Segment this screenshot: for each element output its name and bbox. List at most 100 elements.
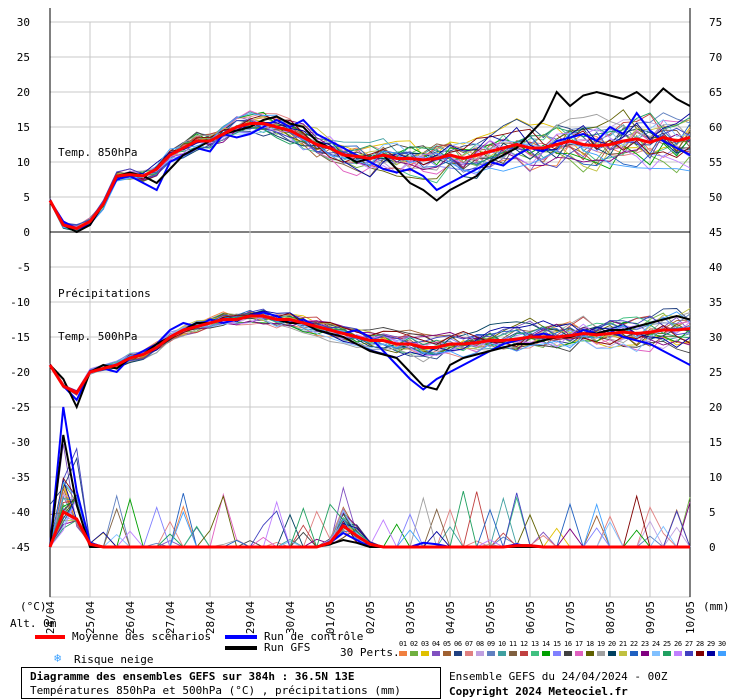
- altitude-label: Alt. 0m: [10, 617, 57, 630]
- x-tick-label: 09/05: [644, 601, 657, 634]
- pert-number: 13: [531, 640, 539, 648]
- pert-number: 12: [520, 640, 528, 648]
- legend-control-label: Run de contrôle: [264, 630, 364, 643]
- pert-color-swatch: [509, 651, 517, 656]
- pert-number: 02: [410, 640, 418, 648]
- pert-number: 09: [487, 640, 495, 648]
- x-tick-label: 29/04: [244, 601, 257, 634]
- right-tick-label: 70: [709, 51, 722, 64]
- x-tick-label: 27/04: [164, 601, 177, 634]
- pert-color-swatch: [421, 651, 429, 656]
- pert-number: 03: [421, 640, 429, 648]
- left-tick-label: 0: [23, 226, 30, 239]
- pert-color-swatch: [432, 651, 440, 656]
- label-precipitations: Précipitations: [58, 287, 151, 300]
- pert-color-swatch: [498, 651, 506, 656]
- label-temp-850: Temp. 850hPa: [58, 146, 137, 159]
- pert-color-swatch: [652, 651, 660, 656]
- title-box: Diagramme des ensembles GEFS sur 384h : …: [21, 667, 441, 699]
- left-tick-label: 5: [23, 191, 30, 204]
- pert-color-swatch: [553, 651, 561, 656]
- member-t850-line: [49, 112, 691, 231]
- ensemble-run-info: Ensemble GEFS du 24/04/2024 - 00Z: [449, 670, 668, 683]
- x-tick-label: 25/04: [84, 601, 97, 634]
- right-tick-label: 30: [709, 331, 722, 344]
- series-precip-line: [48, 509, 690, 549]
- x-tick-label: 06/05: [524, 601, 537, 634]
- left-tick-label: 25: [17, 51, 30, 64]
- pert-number: 15: [553, 640, 561, 648]
- right-tick-label: 20: [709, 401, 722, 414]
- pert-number: 26: [674, 640, 682, 648]
- pert-number: 10: [498, 640, 506, 648]
- pert-number: 06: [454, 640, 462, 648]
- pert-number: 19: [597, 640, 605, 648]
- pert-number: 17: [575, 640, 583, 648]
- pert-number: 16: [564, 640, 572, 648]
- x-tick-label: 30/04: [284, 601, 297, 634]
- pert-color-swatch: [531, 651, 539, 656]
- x-tick-label: 10/05: [684, 601, 697, 634]
- pert-color-swatch: [718, 651, 726, 656]
- chart-grid: [49, 8, 691, 598]
- legend-mean-swatch: [35, 635, 65, 639]
- pert-color-swatch: [608, 651, 616, 656]
- right-tick-label: 25: [709, 366, 722, 379]
- copyright: Copyright 2024 Meteociel.fr: [449, 685, 628, 698]
- pert-color-swatch: [619, 651, 627, 656]
- pert-number: 07: [465, 640, 473, 648]
- left-tick-label: 20: [17, 86, 30, 99]
- snowflake-icon: ❄: [54, 651, 62, 665]
- pert-color-swatch: [674, 651, 682, 656]
- x-tick-label: 04/05: [444, 601, 457, 634]
- pert-color-swatch: [454, 651, 462, 656]
- pert-color-swatch: [564, 651, 572, 656]
- x-axis-ticks: 24/04 25/04 26/04 27/04 28/04 29/04 30/04 01/05…: [44, 601, 697, 634]
- legend-control-swatch: [225, 635, 257, 639]
- right-unit-label: (mm): [703, 600, 730, 613]
- main-series: [48, 87, 691, 549]
- pert-color-swatch: [410, 651, 418, 656]
- chart-subtitle: Températures 850hPa et 500hPa (°C) , pré…: [30, 684, 401, 697]
- left-tick-label: -25: [10, 401, 30, 414]
- left-unit-label: (°C): [20, 600, 47, 613]
- label-temp-500: Temp. 500hPa: [58, 330, 137, 343]
- pert-number: 24: [652, 640, 660, 648]
- pert-number: 11: [509, 640, 517, 648]
- pert-color-swatch: [707, 651, 715, 656]
- right-tick-label: 65: [709, 86, 722, 99]
- right-tick-label: 50: [709, 191, 722, 204]
- pert-color-swatch: [399, 651, 407, 656]
- pert-color-swatch: [476, 651, 484, 656]
- x-tick-label: 01/05: [324, 601, 337, 634]
- right-tick-label: 60: [709, 121, 722, 134]
- x-tick-label: 28/04: [204, 601, 217, 634]
- x-tick-label: 03/05: [404, 601, 417, 634]
- pert-color-swatch: [487, 651, 495, 656]
- legend-gfs-swatch: [225, 646, 257, 650]
- pert-number: 29: [707, 640, 715, 648]
- right-tick-label: 45: [709, 226, 722, 239]
- member-t850-line: [49, 113, 691, 231]
- pert-color-swatch: [641, 651, 649, 656]
- legend-gfs-label: Run GFS: [264, 641, 311, 654]
- pert-color-swatch: [630, 651, 638, 656]
- left-tick-label: 30: [17, 16, 30, 29]
- member-t500-line: [49, 311, 691, 393]
- pert-color-swatch: [520, 651, 528, 656]
- pert-color-swatch: [696, 651, 704, 656]
- pert-number: 27: [685, 640, 693, 648]
- pert-number: 22: [630, 640, 638, 648]
- x-tick-label: 24/04: [44, 601, 57, 634]
- left-axis-ticks: 30 25 20 15 10 5 0 -5 -10 -15 -20 -25 -30 -35 -40 -45: [10, 16, 30, 554]
- left-tick-label: -5: [17, 261, 30, 274]
- left-tick-label: -35: [10, 471, 30, 484]
- legend-snow-label: Risque neige: [74, 653, 154, 666]
- legend-mean-label: Moyenne des scénarios: [72, 630, 212, 643]
- pert-number: 21: [619, 640, 627, 648]
- x-tick-label: 08/05: [604, 601, 617, 634]
- chart-title: Diagramme des ensembles GEFS sur 384h : …: [30, 670, 355, 683]
- right-tick-label: 0: [709, 541, 716, 554]
- x-tick-label: 02/05: [364, 601, 377, 634]
